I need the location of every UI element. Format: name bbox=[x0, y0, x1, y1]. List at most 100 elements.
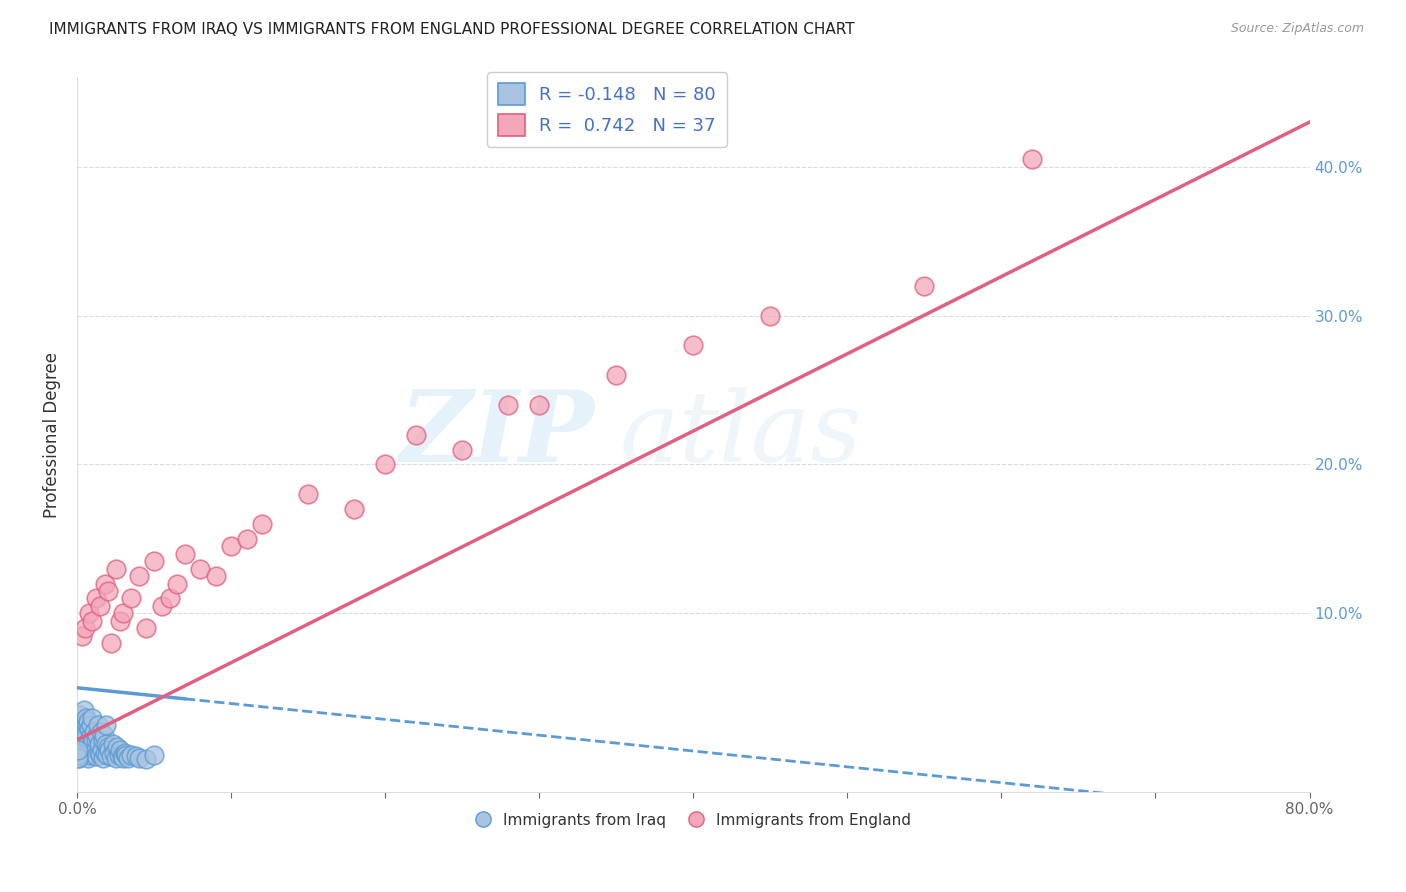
Point bbox=[101, 737, 124, 751]
Point bbox=[84, 591, 107, 606]
Point bbox=[117, 750, 139, 764]
Point bbox=[110, 614, 132, 628]
Point bbox=[188, 562, 211, 576]
Point bbox=[150, 599, 173, 613]
Point bbox=[73, 725, 96, 739]
Point bbox=[77, 732, 100, 747]
Point bbox=[97, 584, 120, 599]
Point bbox=[107, 747, 129, 762]
Point bbox=[76, 740, 98, 755]
Point bbox=[79, 723, 101, 737]
Point bbox=[120, 747, 142, 762]
Point bbox=[91, 750, 114, 764]
Point bbox=[73, 743, 96, 757]
Point bbox=[76, 718, 98, 732]
Point bbox=[70, 740, 93, 755]
Point bbox=[111, 749, 134, 764]
Point bbox=[73, 621, 96, 635]
Point bbox=[72, 746, 94, 760]
Point bbox=[66, 750, 89, 764]
Point bbox=[66, 743, 89, 757]
Point bbox=[87, 718, 110, 732]
Point bbox=[75, 732, 97, 747]
Point bbox=[94, 746, 117, 760]
Point bbox=[103, 746, 125, 760]
Point bbox=[94, 737, 117, 751]
Point bbox=[374, 458, 396, 472]
Point bbox=[451, 442, 474, 457]
Point bbox=[67, 743, 90, 757]
Point bbox=[405, 427, 427, 442]
Point bbox=[100, 749, 122, 764]
Point bbox=[110, 743, 132, 757]
Point bbox=[91, 732, 114, 747]
Point bbox=[80, 743, 103, 757]
Y-axis label: Professional Degree: Professional Degree bbox=[44, 351, 60, 517]
Text: atlas: atlas bbox=[620, 387, 862, 483]
Point bbox=[79, 740, 101, 755]
Point bbox=[97, 740, 120, 755]
Point bbox=[86, 749, 108, 764]
Point bbox=[77, 745, 100, 759]
Point bbox=[77, 750, 100, 764]
Point bbox=[67, 750, 90, 764]
Point bbox=[79, 747, 101, 762]
Point bbox=[143, 747, 166, 762]
Point bbox=[682, 338, 704, 352]
Point bbox=[73, 737, 96, 751]
Point bbox=[66, 737, 89, 751]
Point bbox=[235, 532, 257, 546]
Point bbox=[79, 607, 101, 621]
Point bbox=[90, 725, 112, 739]
Point bbox=[83, 725, 105, 739]
Point bbox=[105, 740, 128, 755]
Point bbox=[89, 599, 111, 613]
Text: IMMIGRANTS FROM IRAQ VS IMMIGRANTS FROM ENGLAND PROFESSIONAL DEGREE CORRELATION : IMMIGRANTS FROM IRAQ VS IMMIGRANTS FROM … bbox=[49, 22, 855, 37]
Point bbox=[204, 569, 226, 583]
Point bbox=[94, 576, 117, 591]
Point bbox=[82, 732, 104, 747]
Point bbox=[128, 569, 150, 583]
Point bbox=[77, 714, 100, 728]
Point bbox=[135, 752, 157, 766]
Legend: Immigrants from Iraq, Immigrants from England: Immigrants from Iraq, Immigrants from En… bbox=[470, 807, 917, 834]
Point bbox=[143, 554, 166, 568]
Point bbox=[120, 591, 142, 606]
Point bbox=[79, 728, 101, 742]
Point bbox=[343, 502, 366, 516]
Point bbox=[93, 728, 115, 742]
Point bbox=[98, 743, 121, 757]
Point bbox=[128, 750, 150, 764]
Point bbox=[84, 732, 107, 747]
Point bbox=[90, 743, 112, 757]
Point bbox=[82, 710, 104, 724]
Point bbox=[529, 398, 551, 412]
Point bbox=[83, 741, 105, 756]
Point bbox=[89, 747, 111, 762]
Text: Source: ZipAtlas.com: Source: ZipAtlas.com bbox=[1230, 22, 1364, 36]
Point bbox=[67, 718, 90, 732]
Point bbox=[104, 750, 127, 764]
Point bbox=[80, 737, 103, 751]
Point bbox=[297, 487, 319, 501]
Point bbox=[75, 710, 97, 724]
Point bbox=[72, 732, 94, 747]
Point bbox=[605, 368, 627, 383]
Point bbox=[70, 714, 93, 728]
Point bbox=[69, 707, 91, 722]
Point bbox=[80, 718, 103, 732]
Point bbox=[166, 576, 188, 591]
Point bbox=[67, 732, 90, 747]
Point bbox=[76, 747, 98, 762]
Point bbox=[498, 398, 520, 412]
Point bbox=[96, 747, 118, 762]
Point bbox=[219, 539, 242, 553]
Point bbox=[75, 728, 97, 742]
Point bbox=[96, 718, 118, 732]
Point bbox=[250, 516, 273, 531]
Point bbox=[69, 725, 91, 739]
Point bbox=[112, 607, 135, 621]
Point bbox=[75, 741, 97, 756]
Point bbox=[124, 749, 146, 764]
Point bbox=[82, 614, 104, 628]
